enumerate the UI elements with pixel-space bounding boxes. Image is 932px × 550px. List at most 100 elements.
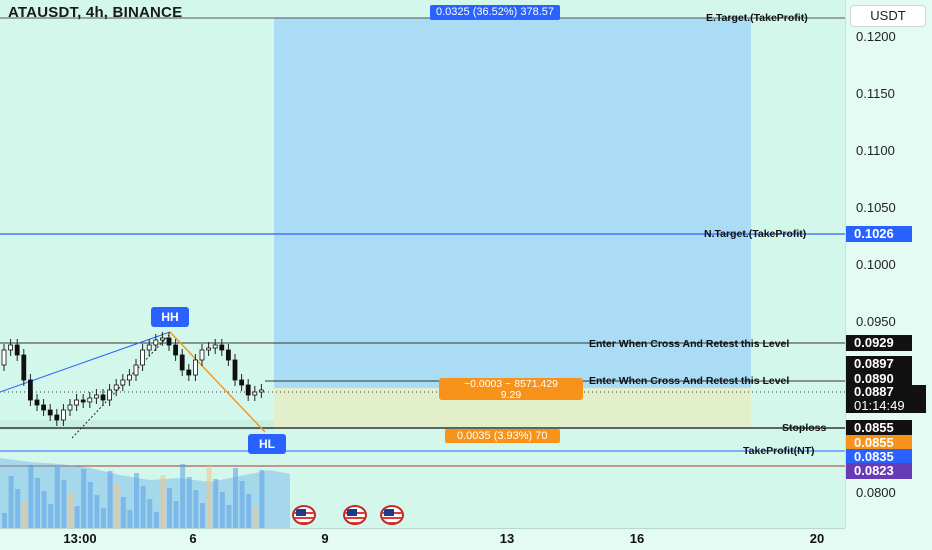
stoploss-label: Stoploss (782, 422, 827, 434)
volume-bar (200, 503, 205, 528)
volume-bar (127, 510, 133, 528)
purple-price-tag: 0.0823 (846, 463, 912, 479)
price-tag-0897: 0.0897 (846, 356, 912, 372)
orange-price-tag: 0.0855 (846, 435, 912, 451)
candle-body (80, 399, 86, 403)
volume-bar (219, 492, 225, 528)
time-axis[interactable] (0, 528, 845, 550)
volume-bar (180, 464, 186, 528)
candle-body (186, 369, 192, 376)
y-label-3: 0.1050 (856, 200, 896, 215)
volume-bar (87, 482, 93, 528)
us-flag-icon[interactable] (380, 505, 404, 525)
volume-bar (213, 479, 219, 528)
chart-title: ATAUSDT, 4h, BINANCE (8, 4, 183, 21)
takeprofit-nt-price-tag: 0.0835 (846, 449, 912, 465)
orange-swing-line (169, 331, 266, 433)
candle-body (14, 344, 20, 356)
risk-info-label: 0.0035 (3.93%) 70 (445, 429, 560, 443)
volume-bar (173, 501, 179, 528)
takeprofit-nt-label: TakeProfit(NT) (743, 445, 815, 457)
candle-body (100, 394, 106, 401)
candle-body (252, 391, 258, 396)
volume-bar (246, 494, 252, 528)
candle-body (94, 394, 99, 399)
enter2-price-tag: 0.0890 (846, 371, 912, 387)
volume-bar (233, 468, 238, 528)
enter1-label: Enter When Cross And Retest this Level (589, 338, 790, 350)
volume-bar (206, 466, 212, 528)
volume-bar (167, 488, 172, 528)
candle-body (87, 397, 93, 403)
y-label-2: 0.1100 (856, 143, 895, 158)
candle-body (239, 379, 245, 386)
candle-body (34, 399, 40, 406)
candle-body (1, 349, 7, 366)
volume-bar (259, 470, 265, 528)
profit-zone (274, 18, 751, 388)
n-target-label: N.Target.(TakeProfit) (704, 228, 807, 240)
x-label-3: 13 (499, 531, 515, 546)
stoploss-price-tag: 0.0855 (846, 420, 912, 436)
candle-body (245, 384, 251, 396)
x-label-0: 13:00 (63, 531, 97, 546)
candle-body (232, 359, 238, 381)
candle-body (146, 344, 152, 351)
volume-bar (186, 477, 192, 528)
chart-plot-area[interactable]: ATAUSDT, 4h, BINANCE 0.0325 (36.52%) 378… (0, 0, 845, 528)
us-flag-icon[interactable] (343, 505, 367, 525)
n-target-price-tag: 0.1026 (846, 226, 912, 242)
volume-bar (226, 505, 232, 528)
candle-body (107, 389, 112, 401)
volume-bar (193, 490, 199, 528)
candlesticks (1, 332, 264, 426)
candle-body (133, 364, 139, 376)
x-label-4: 16 (629, 531, 645, 546)
candle-body (61, 409, 66, 421)
x-label-5: 20 (809, 531, 825, 546)
volume-bar (94, 495, 100, 528)
volume-bar (61, 480, 67, 528)
volume-bar (160, 475, 166, 528)
candle-body (120, 379, 126, 386)
candle-body (41, 404, 46, 411)
candle-body (159, 337, 165, 341)
volume-bar (54, 467, 60, 528)
candle-body (219, 344, 225, 351)
enter1-price-tag: 0.0929 (846, 335, 912, 351)
volume-bar (107, 471, 113, 528)
volume-bar (2, 513, 7, 528)
y-label-6: 0.0800 (856, 485, 896, 500)
candle-body (192, 359, 198, 376)
candle-body (8, 344, 14, 351)
axis-corner (845, 528, 932, 550)
current-price-tag: 0.0887 01:14:49 (846, 385, 926, 413)
volume-bar (101, 508, 106, 528)
volume-bar (8, 476, 14, 528)
candle-body (225, 349, 231, 361)
candle-body (199, 349, 205, 361)
position-info-box[interactable]: −0.0003 ~ 8571.429 9.29 (439, 378, 583, 401)
y-label-0: 0.1200 (856, 29, 896, 44)
candle-body (47, 409, 53, 416)
volume-bar (114, 484, 120, 528)
volume-bar (74, 506, 80, 528)
y-label-4: 0.1000 (856, 257, 896, 272)
candle-body (179, 354, 185, 371)
position-info-line1: −0.0003 ~ 8571.429 (463, 378, 558, 390)
candle-body (113, 384, 119, 391)
candle-body (54, 414, 60, 421)
volume-bar (21, 502, 27, 528)
candle-body (140, 349, 146, 366)
candle-body (27, 379, 33, 401)
us-flag-icon[interactable] (292, 505, 316, 525)
candle-body (153, 339, 159, 346)
candle-body (166, 337, 172, 346)
volume-bar (68, 493, 73, 528)
currency-selector[interactable]: USDT (850, 5, 926, 27)
chart-canvas[interactable] (0, 0, 845, 528)
volume-bar (252, 507, 258, 528)
volume-bar (140, 486, 146, 528)
candle-body (21, 354, 27, 381)
